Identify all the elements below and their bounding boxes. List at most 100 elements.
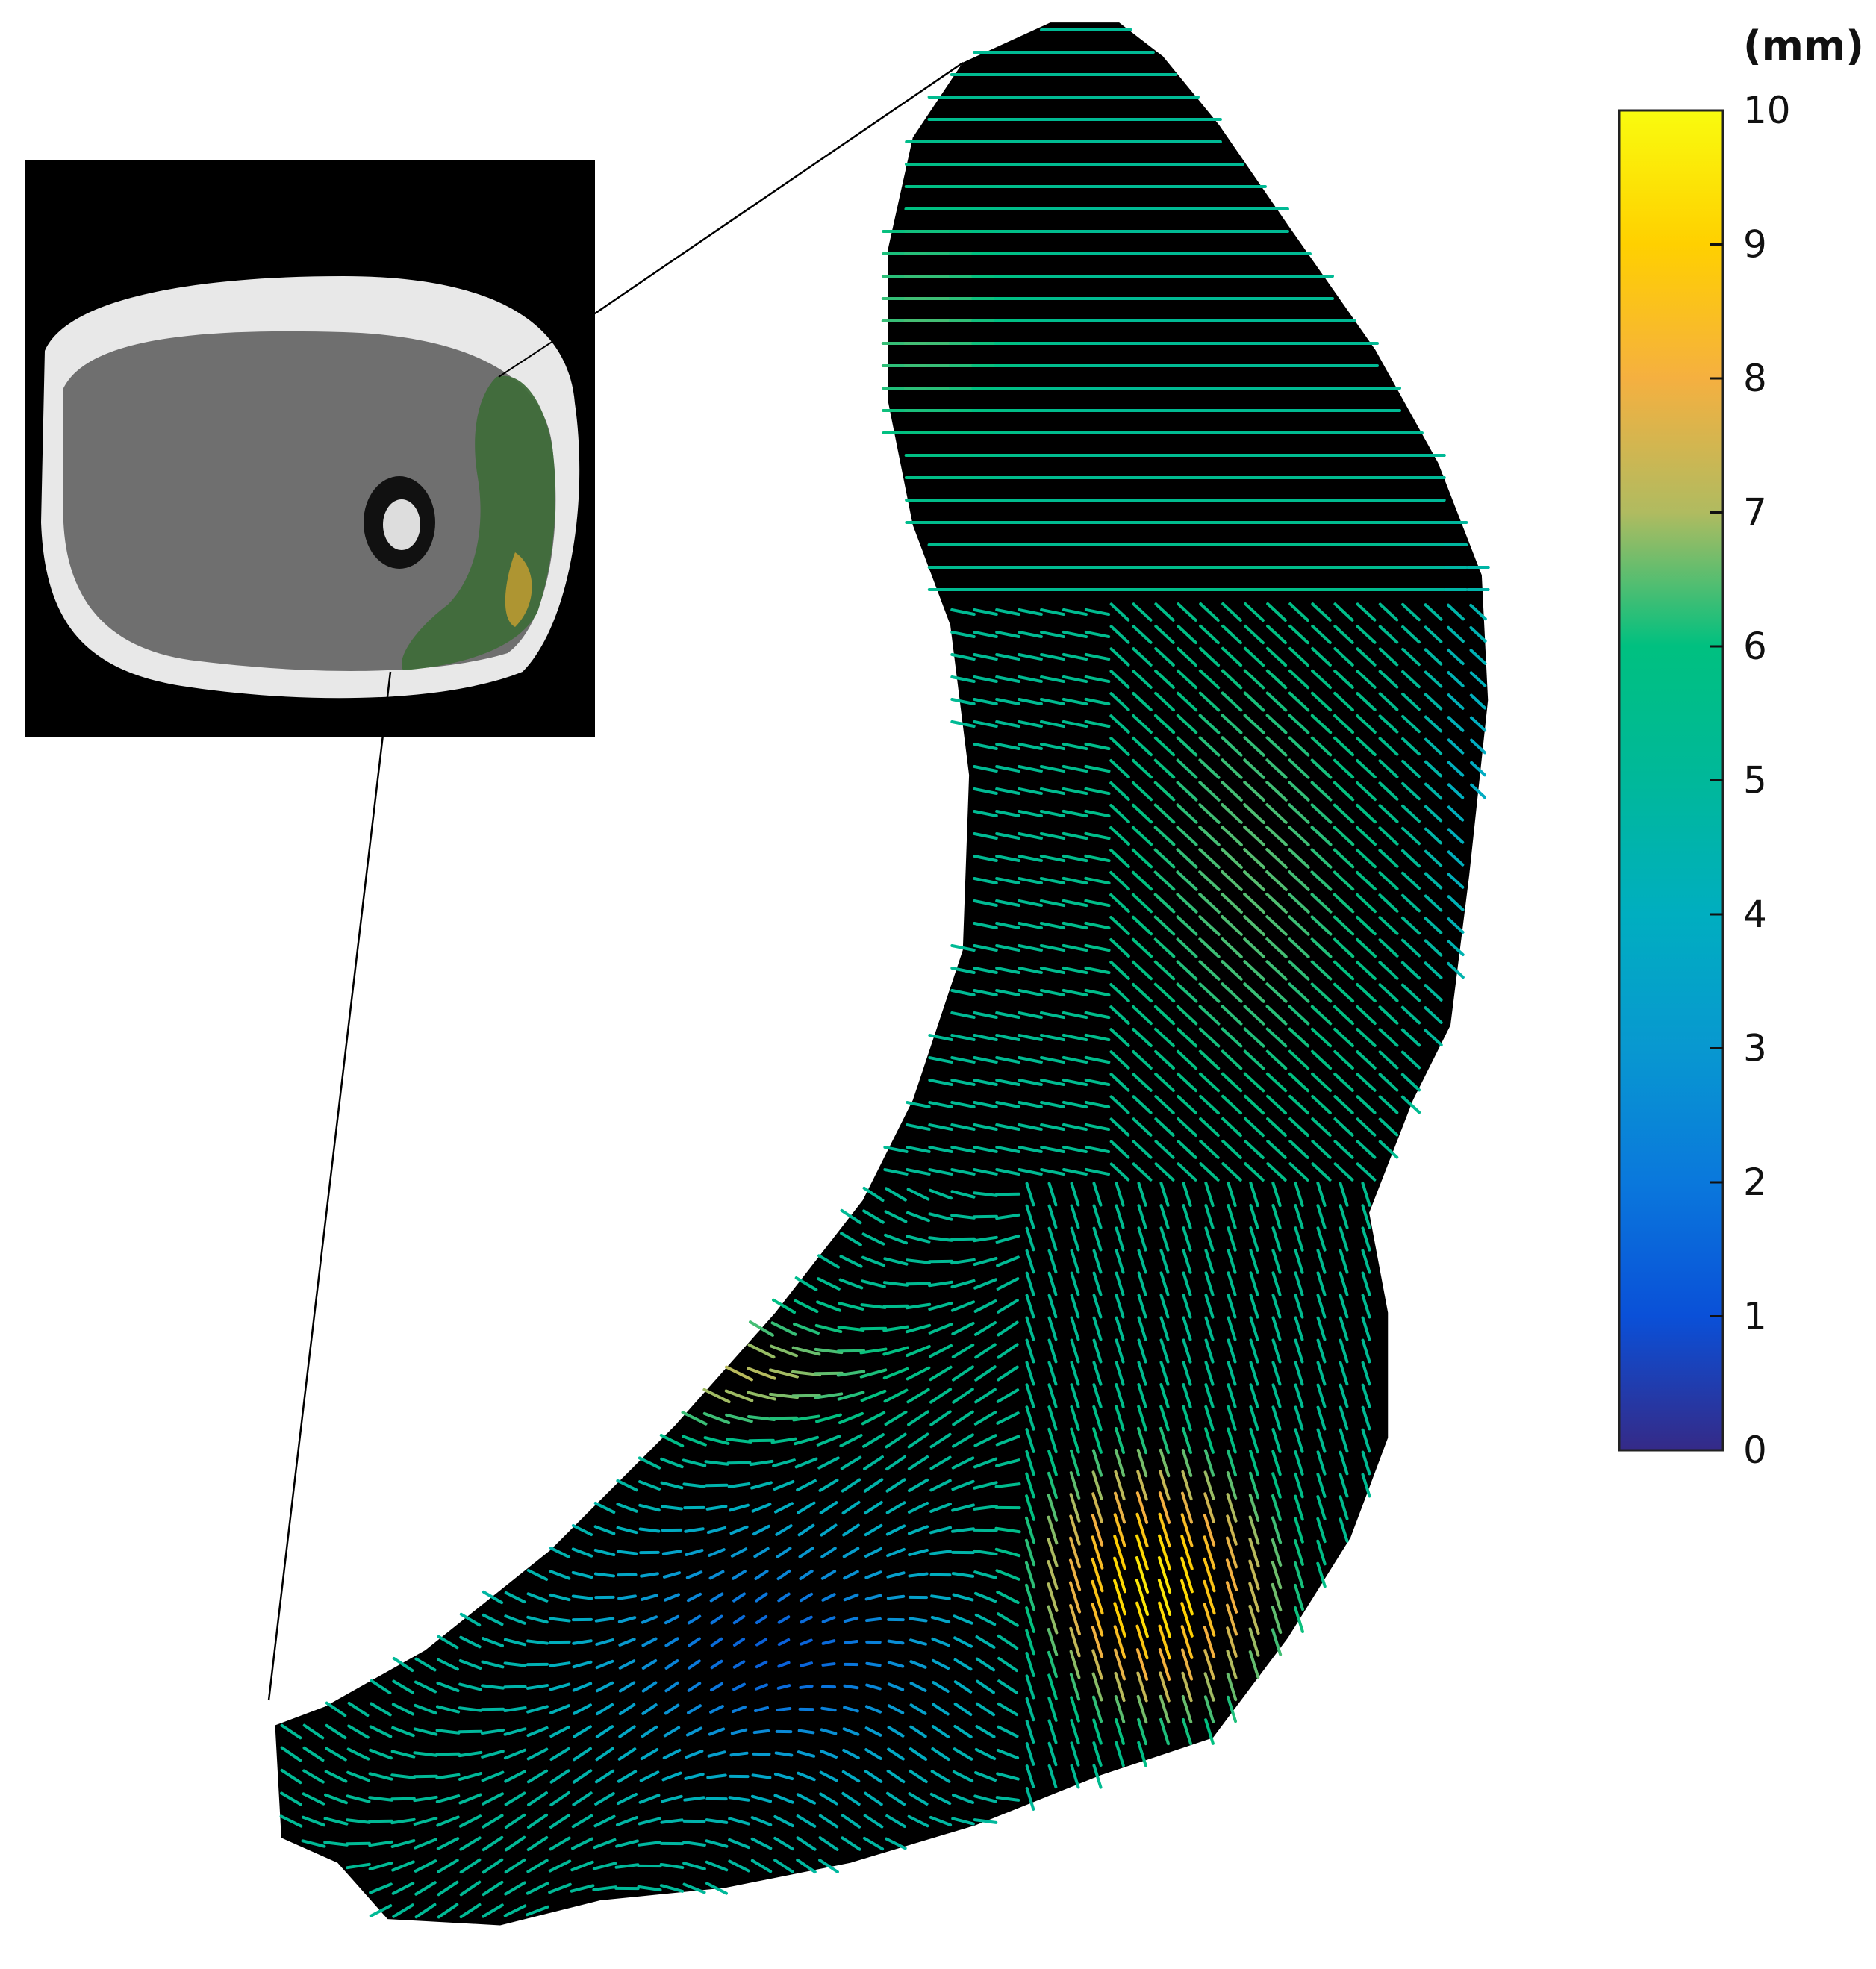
- vector-arrow: [593, 1838, 617, 1850]
- vector-arrow: [482, 1590, 504, 1605]
- vector-arrow: [1092, 1427, 1103, 1454]
- vector-arrow: [1199, 624, 1220, 645]
- vector-arrow: [1062, 1167, 1088, 1176]
- vector-arrow: [953, 1636, 973, 1648]
- vector-arrow: [482, 1835, 504, 1852]
- vector-arrow: [973, 1434, 997, 1447]
- vector-arrow: [1271, 1294, 1282, 1319]
- vector-arrow: [1266, 624, 1287, 645]
- vector-arrow: [573, 1725, 592, 1738]
- vector-arrow: [503, 1748, 527, 1760]
- vector-arrow: [885, 1455, 906, 1471]
- vector-arrow: [1288, 803, 1310, 824]
- vector-arrow: [1018, 854, 1043, 863]
- vector-arrow: [1249, 1450, 1259, 1476]
- vector-arrow: [685, 1570, 703, 1579]
- vector-arrow: [1084, 1011, 1111, 1020]
- vector-arrow: [973, 1256, 998, 1267]
- vector-arrow: [1135, 1648, 1149, 1681]
- vector-arrow: [1153, 893, 1176, 914]
- vector-arrow: [995, 966, 1020, 975]
- vector-arrow: [1176, 1049, 1198, 1070]
- vector-arrow: [1018, 1100, 1043, 1109]
- vector-arrow: [1154, 669, 1175, 690]
- vector-arrow: [1062, 921, 1088, 930]
- vector-arrow: [706, 1773, 727, 1779]
- vector-arrow: [570, 1860, 594, 1872]
- vector-arrow: [1114, 1448, 1126, 1478]
- vector-arrow: [1288, 1049, 1310, 1070]
- vector-arrow: [1039, 831, 1066, 840]
- vector-arrow: [571, 1524, 593, 1536]
- vector-arrow: [549, 1769, 570, 1784]
- vector-arrow: [1294, 1539, 1304, 1566]
- vector-arrow: [708, 1570, 725, 1580]
- vector-arrow: [1221, 736, 1243, 757]
- vector-arrow: [750, 1794, 773, 1803]
- vector-arrow: [974, 1365, 997, 1382]
- vector-arrow: [1221, 1094, 1243, 1115]
- vector-arrow: [1091, 1449, 1103, 1477]
- vector-arrow: [346, 1770, 370, 1782]
- vector-arrow: [1198, 691, 1221, 712]
- vector-arrow: [1243, 847, 1265, 870]
- vector-arrow: [1109, 893, 1130, 914]
- vector-arrow: [1203, 1579, 1216, 1615]
- vector-arrow: [884, 1233, 908, 1245]
- vector-arrow: [1248, 1650, 1260, 1679]
- vector-arrow: [1084, 1100, 1111, 1109]
- vector-arrow: [1157, 1556, 1172, 1594]
- vector-arrow: [1159, 1204, 1170, 1229]
- vector-arrow: [1294, 1294, 1304, 1319]
- vector-arrow: [749, 1459, 774, 1467]
- vector-arrow: [593, 1572, 616, 1578]
- vector-arrow: [1092, 1718, 1103, 1745]
- vector-arrow: [973, 855, 998, 862]
- vector-arrow: [1333, 1049, 1354, 1070]
- vector-arrow: [549, 1682, 571, 1691]
- vector-arrow: [1333, 826, 1355, 846]
- vector-arrow: [1288, 714, 1310, 734]
- vector-arrow: [950, 631, 976, 638]
- vector-arrow: [616, 1792, 638, 1806]
- vector-arrow: [1401, 692, 1421, 711]
- vector-arrow: [1469, 626, 1487, 643]
- vector-arrow: [909, 1747, 928, 1761]
- vector-arrow: [414, 1657, 437, 1672]
- vector-arrow: [593, 1525, 616, 1535]
- vector-arrow: [391, 1882, 415, 1895]
- vector-arrow: [1084, 966, 1111, 975]
- vector-arrow: [950, 608, 976, 617]
- vector-arrow: [549, 1836, 571, 1851]
- vector-arrow: [1361, 1226, 1371, 1252]
- vector-arrow: [1159, 1226, 1170, 1252]
- vector-arrow: [730, 1728, 748, 1735]
- vector-arrow: [705, 1505, 728, 1511]
- vector-arrow: [571, 1814, 593, 1829]
- vector-arrow: [1203, 1449, 1215, 1477]
- colorbar-tick-label: 9: [1743, 223, 1767, 266]
- vector-arrow: [950, 653, 976, 661]
- vector-arrow: [482, 1613, 504, 1626]
- vector-arrow: [594, 1617, 615, 1623]
- vector-arrow: [526, 1726, 549, 1738]
- vector-arrow: [1137, 1338, 1147, 1364]
- vector-arrow: [1378, 625, 1399, 644]
- vector-arrow: [641, 1658, 658, 1670]
- colorbar-tick-label: 1: [1743, 1295, 1767, 1338]
- vector-arrow: [1135, 1579, 1150, 1616]
- vector-arrow: [1177, 624, 1197, 645]
- vector-arrow: [414, 1838, 437, 1850]
- vector-arrow: [659, 1884, 685, 1893]
- vector-arrow: [995, 899, 1020, 908]
- vector-arrow: [859, 1347, 888, 1355]
- vector-arrow: [614, 1863, 640, 1869]
- vector-arrow: [1424, 939, 1443, 957]
- vector-arrow: [1294, 1249, 1304, 1274]
- vector-arrow: [1198, 714, 1221, 734]
- vector-arrow: [1447, 761, 1465, 777]
- vector-arrow: [703, 1436, 730, 1445]
- vector-arrow: [885, 1814, 906, 1829]
- vector-arrow: [887, 1661, 905, 1668]
- vector-arrow: [794, 1435, 819, 1446]
